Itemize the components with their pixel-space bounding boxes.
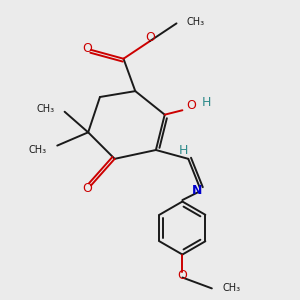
Text: H: H (202, 96, 212, 110)
Text: O: O (178, 269, 187, 282)
Text: H: H (178, 144, 188, 157)
Text: O: O (186, 99, 196, 112)
Text: CH₃: CH₃ (29, 145, 47, 155)
Text: N: N (192, 184, 202, 197)
Text: O: O (82, 42, 92, 55)
Text: O: O (82, 182, 92, 195)
Text: CH₃: CH₃ (222, 284, 240, 293)
Text: CH₃: CH₃ (187, 17, 205, 27)
Text: O: O (145, 31, 155, 44)
Text: CH₃: CH₃ (36, 104, 54, 114)
